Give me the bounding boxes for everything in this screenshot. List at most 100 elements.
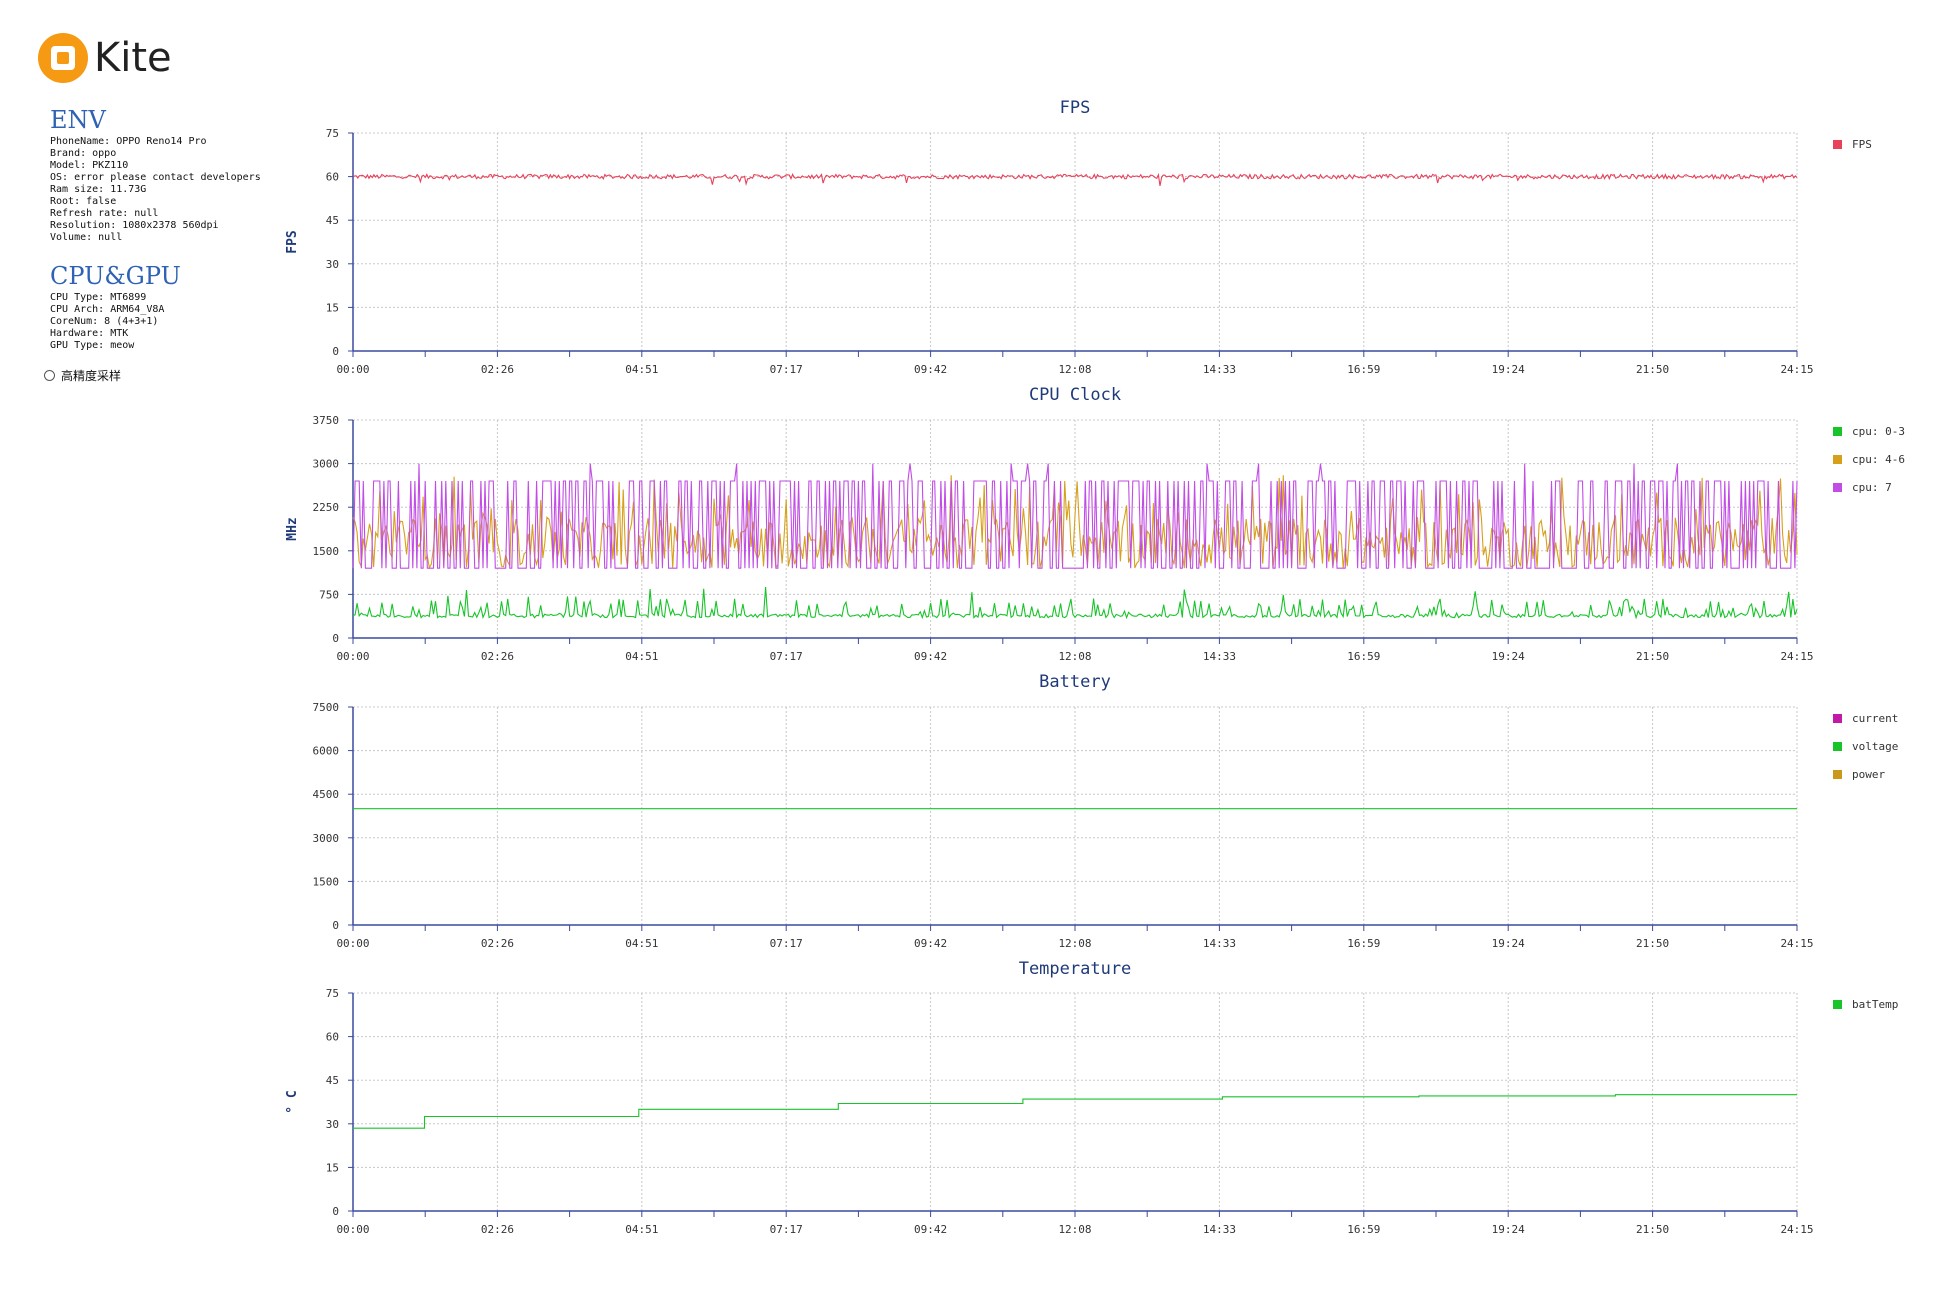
x-tick-label: 24:15 xyxy=(1780,363,1813,376)
env-line: PhoneName: OPPO Reno14 Pro xyxy=(50,136,207,147)
x-tick-label: 04:51 xyxy=(625,1223,658,1236)
x-tick-label: 02:26 xyxy=(481,650,514,663)
x-tick-label: 16:59 xyxy=(1347,363,1380,376)
series-line xyxy=(352,586,1798,620)
y-tick-label: 7500 xyxy=(313,701,340,714)
legend-swatch xyxy=(1833,714,1842,723)
y-tick-label: 75 xyxy=(326,987,339,1000)
x-tick-label: 24:15 xyxy=(1780,650,1813,663)
y-tick-label: 45 xyxy=(326,214,339,227)
y-tick-label: 15 xyxy=(326,301,339,314)
x-tick-label: 04:51 xyxy=(625,937,658,950)
x-tick-label: 02:26 xyxy=(481,937,514,950)
legend-label: batTemp xyxy=(1852,998,1898,1011)
env-line: Ram size: 11.73G xyxy=(50,184,147,195)
series-line xyxy=(352,172,1798,187)
y-tick-label: 0 xyxy=(332,632,339,645)
x-tick-label: 12:08 xyxy=(1058,650,1091,663)
x-tick-label: 21:50 xyxy=(1636,937,1669,950)
y-tick-label: 0 xyxy=(332,919,339,932)
legend-label: cpu: 7 xyxy=(1852,481,1892,494)
legend-swatch xyxy=(1833,742,1842,751)
cpugpu-line: GPU Type: meow xyxy=(50,340,135,351)
env-line: Refresh rate: null xyxy=(50,208,159,219)
y-axis-label: ° C xyxy=(285,1090,300,1113)
legend-swatch xyxy=(1833,770,1842,779)
x-tick-label: 07:17 xyxy=(770,937,803,950)
chart-battery: Battery 0 1500 3000 4500 6000 7500 00:00 02:26 04… xyxy=(313,672,1899,950)
chart-title: Battery xyxy=(1039,672,1111,692)
y-axis-label: FPS xyxy=(285,230,300,254)
x-tick-label: 12:08 xyxy=(1058,937,1091,950)
env-panel: ENV PhoneName: OPPO Reno14 Pro Brand: op… xyxy=(50,106,310,244)
series-line xyxy=(353,1094,1797,1129)
y-tick-label: 3750 xyxy=(313,414,340,427)
y-tick-label: 60 xyxy=(326,1031,339,1044)
x-tick-label: 24:15 xyxy=(1780,937,1813,950)
env-line: Model: PKZ110 xyxy=(50,160,129,171)
kite-logo-icon xyxy=(38,33,88,83)
x-tick-label: 00:00 xyxy=(336,650,369,663)
x-tick-label: 07:17 xyxy=(770,363,803,376)
legend-swatch xyxy=(1833,1000,1842,1009)
legend-label: power xyxy=(1852,768,1885,781)
x-tick-label: 14:33 xyxy=(1203,363,1236,376)
x-tick-label: 07:17 xyxy=(770,1223,803,1236)
series-line xyxy=(352,463,1798,569)
legend-swatch xyxy=(1833,455,1842,464)
x-tick-label: 21:50 xyxy=(1636,363,1669,376)
env-title: ENV xyxy=(50,106,106,134)
x-tick-label: 02:26 xyxy=(481,1223,514,1236)
chart-title: FPS xyxy=(1060,98,1091,118)
high-precision-option[interactable]: 高精度采样 xyxy=(44,367,121,384)
radio-icon[interactable] xyxy=(44,370,55,381)
y-tick-label: 60 xyxy=(326,171,339,184)
cpugpu-line: Hardware: MTK xyxy=(50,328,129,339)
x-tick-label: 09:42 xyxy=(914,363,947,376)
legend-label: voltage xyxy=(1852,740,1898,753)
x-tick-label: 14:33 xyxy=(1203,1223,1236,1236)
y-tick-label: 1500 xyxy=(313,545,340,558)
y-tick-label: 1500 xyxy=(313,875,340,888)
x-tick-label: 00:00 xyxy=(336,937,369,950)
env-line: Resolution: 1080x2378 560dpi xyxy=(50,220,219,231)
cpugpu-title: CPU&GPU xyxy=(50,262,181,290)
y-tick-label: 750 xyxy=(319,588,339,601)
x-tick-label: 14:33 xyxy=(1203,937,1236,950)
high-precision-label: 高精度采样 xyxy=(61,369,122,383)
legend-label: current xyxy=(1852,712,1898,725)
x-tick-label: 09:42 xyxy=(914,937,947,950)
legend-swatch xyxy=(1833,427,1842,436)
x-tick-label: 04:51 xyxy=(625,650,658,663)
x-tick-label: 19:24 xyxy=(1492,1223,1525,1236)
x-tick-label: 00:00 xyxy=(336,1223,369,1236)
x-tick-label: 02:26 xyxy=(481,363,514,376)
chart-cpu-clock: CPU Clock 0 750 1500 2250 3000 3750 00:00 02:26 0… xyxy=(285,385,1905,663)
chart-temperature: Temperature 0 15 30 45 60 75 00:00 02:26 04:51 07:… xyxy=(285,959,1898,1236)
y-axis-label: MHz xyxy=(285,517,300,540)
x-tick-label: 12:08 xyxy=(1058,1223,1091,1236)
y-tick-label: 6000 xyxy=(313,745,340,758)
x-tick-label: 09:42 xyxy=(914,650,947,663)
x-tick-label: 07:17 xyxy=(770,650,803,663)
y-tick-label: 45 xyxy=(326,1074,339,1087)
x-tick-label: 19:24 xyxy=(1492,650,1525,663)
y-tick-label: 75 xyxy=(326,127,339,140)
x-tick-label: 19:24 xyxy=(1492,937,1525,950)
env-line: OS: error please contact developers xyxy=(50,172,261,183)
legend-swatch xyxy=(1833,140,1842,149)
chart-title: Temperature xyxy=(1019,959,1132,979)
cpugpu-line: CPU Type: MT6899 xyxy=(50,292,147,303)
x-tick-label: 16:59 xyxy=(1347,650,1380,663)
chart-fps: FPS 0 15 30 45 60 75 00:00 02:26 04:51 07:17 09:42 1… xyxy=(285,98,1872,376)
kite-logo-text: Kite xyxy=(94,35,172,81)
x-tick-label: 09:42 xyxy=(914,1223,947,1236)
y-tick-label: 15 xyxy=(326,1161,339,1174)
y-tick-label: 30 xyxy=(326,258,339,271)
legend-label: FPS xyxy=(1852,138,1872,151)
y-tick-label: 30 xyxy=(326,1118,339,1131)
env-line: Root: false xyxy=(50,196,117,207)
env-line: Volume: null xyxy=(50,232,123,243)
legend-swatch xyxy=(1833,483,1842,492)
y-tick-label: 4500 xyxy=(313,788,340,801)
